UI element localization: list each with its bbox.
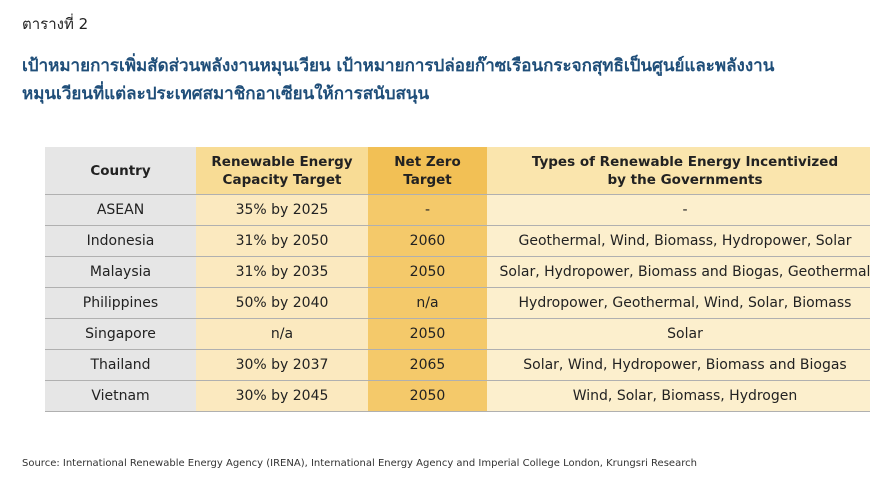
cell-types: Hydropower, Geothermal, Wind, Solar, Bio…: [487, 287, 870, 319]
cell-country: ASEAN: [45, 194, 196, 226]
cell-re-target: n/a: [196, 318, 368, 350]
cell-types: Solar: [487, 318, 870, 350]
renewable-targets-table: Country Renewable Energy Capacity Target…: [45, 147, 870, 412]
cell-re-target: 35% by 2025: [196, 194, 368, 226]
cell-net-zero: -: [368, 194, 487, 226]
cell-country: Thailand: [45, 349, 196, 381]
cell-types: Geothermal, Wind, Biomass, Hydropower, S…: [487, 225, 870, 257]
header-net-zero: Net Zero Target: [368, 147, 487, 195]
cell-re-target: 50% by 2040: [196, 287, 368, 319]
cell-country: Philippines: [45, 287, 196, 319]
header-net-zero-line-1: Net Zero: [394, 153, 461, 170]
cell-types: Solar, Hydropower, Biomass and Biogas, G…: [487, 256, 870, 288]
header-re-target-line-1: Renewable Energy: [211, 153, 353, 170]
cell-country: Singapore: [45, 318, 196, 350]
cell-re-target: 31% by 2050: [196, 225, 368, 257]
cell-types: -: [487, 194, 870, 226]
cell-re-target: 31% by 2035: [196, 256, 368, 288]
cell-net-zero: 2060: [368, 225, 487, 257]
header-types-line-1: Types of Renewable Energy Incentivized: [531, 153, 839, 170]
header-types-line-2: by the Governments: [607, 171, 763, 188]
cell-re-target: 30% by 2045: [196, 380, 368, 412]
cell-net-zero: 2050: [368, 256, 487, 288]
table-row: Thailand 30% by 2037 2065 Solar, Wind, H…: [45, 349, 870, 381]
cell-re-target: 30% by 2037: [196, 349, 368, 381]
header-country: Country: [45, 147, 196, 195]
table-row: Singapore n/a 2050 Solar: [45, 318, 870, 350]
header-re-target-line-2: Capacity Target: [222, 171, 342, 188]
cell-country: Vietnam: [45, 380, 196, 412]
cell-types: Wind, Solar, Biomass, Hydrogen: [487, 380, 870, 412]
header-row: Country Renewable Energy Capacity Target…: [45, 147, 870, 195]
header-types: Types of Renewable Energy Incentivized b…: [487, 147, 870, 195]
title-line-2: หมุนเวียนที่แต่ละประเทศสมาชิกอาเซียนให้ก…: [22, 84, 430, 104]
header-re-target: Renewable Energy Capacity Target: [196, 147, 368, 195]
source-note: Source: International Renewable Energy A…: [22, 458, 697, 469]
table-label: ตารางที่ 2: [22, 15, 89, 33]
cell-net-zero: 2050: [368, 318, 487, 350]
table-row: Philippines 50% by 2040 n/a Hydropower, …: [45, 287, 870, 319]
header-net-zero-line-2: Target: [403, 171, 452, 188]
cell-net-zero: n/a: [368, 287, 487, 319]
title-line-1: เป้าหมายการเพิ่มสัดส่วนพลังงานหมุนเวียน …: [22, 56, 775, 76]
cell-country: Indonesia: [45, 225, 196, 257]
cell-net-zero: 2050: [368, 380, 487, 412]
table-row: Indonesia 31% by 2050 2060 Geothermal, W…: [45, 225, 870, 257]
table-title: เป้าหมายการเพิ่มสัดส่วนพลังงานหมุนเวียน …: [22, 52, 852, 108]
cell-net-zero: 2065: [368, 349, 487, 381]
table-row: Vietnam 30% by 2045 2050 Wind, Solar, Bi…: [45, 380, 870, 412]
cell-country: Malaysia: [45, 256, 196, 288]
table-row: ASEAN 35% by 2025 - -: [45, 194, 870, 226]
cell-types: Solar, Wind, Hydropower, Biomass and Bio…: [487, 349, 870, 381]
table-row: Malaysia 31% by 2035 2050 Solar, Hydropo…: [45, 256, 870, 288]
